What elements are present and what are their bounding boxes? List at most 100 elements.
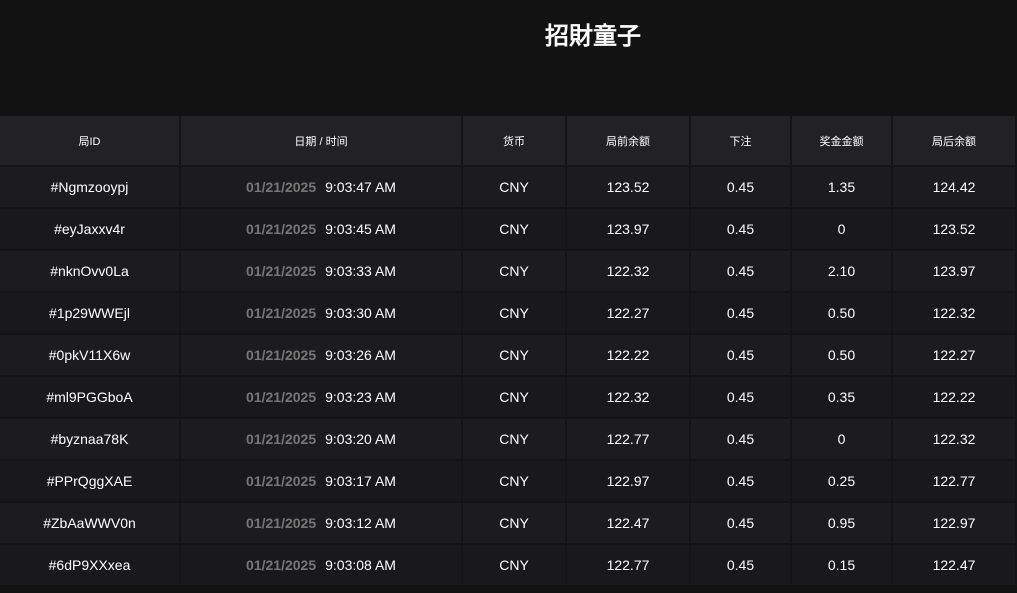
balance-after: 122.27 — [932, 347, 976, 363]
round-id: #Ngmzooypj — [50, 179, 129, 195]
round-id-cell: #0pkV11X6w — [0, 335, 179, 375]
round-id: #eyJaxxv4r — [54, 221, 125, 237]
win-cell: 1.35 — [792, 167, 891, 207]
currency-cell: CNY — [463, 167, 565, 207]
time: 9:03:30 AM — [325, 305, 396, 321]
balance-before-cell: 122.97 — [567, 461, 689, 501]
date: 01/21/2025 — [246, 557, 317, 573]
datetime-cell: 01/21/2025 9:03:08 AM — [181, 545, 461, 585]
balance-after: 123.97 — [932, 263, 976, 279]
win-cell: 0 — [792, 209, 891, 249]
page-title: 招財童子 — [545, 23, 641, 50]
balance-before: 123.97 — [606, 221, 650, 237]
datetime-cell: 01/21/2025 9:03:45 AM — [181, 209, 461, 249]
win-amount: 2.10 — [827, 263, 856, 279]
win-cell: 0.15 — [792, 545, 891, 585]
round-id-cell: #PPrQggXAE — [0, 461, 179, 501]
bet-cell: 0.45 — [691, 293, 790, 333]
date: 01/21/2025 — [246, 179, 317, 195]
balance-before-cell: 122.47 — [567, 503, 689, 543]
balance-before-cell: 122.77 — [567, 419, 689, 459]
balance-after: 122.32 — [932, 431, 976, 447]
bet-cell: 0.45 — [691, 167, 790, 207]
round-id-cell: #byznaa78K — [0, 419, 179, 459]
date: 01/21/2025 — [246, 221, 317, 237]
date: 01/21/2025 — [246, 347, 317, 363]
bet-cell: 0.45 — [691, 545, 790, 585]
balance-after-cell: 122.47 — [893, 545, 1015, 585]
currency-cell: CNY — [463, 293, 565, 333]
balance-before-cell: 122.32 — [567, 377, 689, 417]
currency: CNY — [499, 179, 529, 195]
round-id-cell: #1p29WWEjl — [0, 293, 179, 333]
time: 9:03:47 AM — [325, 179, 396, 195]
balance-after: 122.77 — [932, 473, 976, 489]
balance-before-cell: 122.32 — [567, 251, 689, 291]
round-id: #0pkV11X6w — [48, 347, 131, 363]
date: 01/21/2025 — [246, 515, 317, 531]
balance-after-cell: 122.27 — [893, 335, 1015, 375]
round-history-table: 局ID 日期 / 时间 货币 局前余额 下注 奖金金额 局后余额 #Ngmzoo… — [0, 116, 1017, 585]
currency-cell: CNY — [463, 377, 565, 417]
balance-after-cell: 122.22 — [893, 377, 1015, 417]
date: 01/21/2025 — [246, 389, 317, 405]
bet-cell: 0.45 — [691, 377, 790, 417]
currency: CNY — [499, 431, 529, 447]
datetime-cell: 01/21/2025 9:03:23 AM — [181, 377, 461, 417]
date: 01/21/2025 — [246, 263, 317, 279]
currency: CNY — [499, 221, 529, 237]
currency-cell: CNY — [463, 251, 565, 291]
currency: CNY — [499, 263, 529, 279]
currency-cell: CNY — [463, 335, 565, 375]
win-cell: 0.50 — [792, 335, 891, 375]
round-id-cell: #6dP9XXxea — [0, 545, 179, 585]
bet: 0.45 — [726, 221, 755, 237]
currency-cell: CNY — [463, 419, 565, 459]
win-cell: 2.10 — [792, 251, 891, 291]
currency-cell: CNY — [463, 545, 565, 585]
time: 9:03:20 AM — [325, 431, 396, 447]
balance-after: 122.97 — [932, 515, 976, 531]
win-amount: 0.25 — [827, 473, 856, 489]
win-amount: 0.50 — [827, 347, 856, 363]
win-cell: 0.25 — [792, 461, 891, 501]
bet: 0.45 — [726, 305, 755, 321]
time: 9:03:17 AM — [325, 473, 396, 489]
balance-before: 122.77 — [606, 557, 650, 573]
win-cell: 0.95 — [792, 503, 891, 543]
balance-after-cell: 122.32 — [893, 419, 1015, 459]
bet-cell: 0.45 — [691, 251, 790, 291]
balance-after: 123.52 — [932, 221, 976, 237]
bet: 0.45 — [726, 557, 755, 573]
balance-after: 122.32 — [932, 305, 976, 321]
round-id: #1p29WWEjl — [49, 305, 130, 321]
balance-after: 122.22 — [932, 389, 976, 405]
bet: 0.45 — [726, 515, 755, 531]
win-amount: 0.35 — [827, 389, 856, 405]
bet-cell: 0.45 — [691, 461, 790, 501]
round-id: #6dP9XXxea — [48, 557, 131, 573]
bet-cell: 0.45 — [691, 209, 790, 249]
balance-after-cell: 123.97 — [893, 251, 1015, 291]
win-amount: 0 — [837, 221, 846, 237]
balance-before-cell: 123.52 — [567, 167, 689, 207]
currency: CNY — [499, 389, 529, 405]
header-round-id: 局ID — [0, 116, 179, 165]
win-amount: 0.50 — [827, 305, 856, 321]
balance-before: 122.22 — [606, 347, 650, 363]
balance-before-cell: 122.77 — [567, 545, 689, 585]
balance-after: 122.47 — [932, 557, 976, 573]
round-id: #nknOvv0La — [50, 263, 129, 279]
time: 9:03:08 AM — [325, 557, 396, 573]
time: 9:03:45 AM — [325, 221, 396, 237]
datetime-cell: 01/21/2025 9:03:12 AM — [181, 503, 461, 543]
time: 9:03:23 AM — [325, 389, 396, 405]
balance-before-cell: 123.97 — [567, 209, 689, 249]
header-balance-before: 局前余额 — [567, 116, 689, 165]
balance-before: 122.77 — [606, 431, 650, 447]
balance-after-cell: 123.52 — [893, 209, 1015, 249]
currency: CNY — [499, 305, 529, 321]
bet: 0.45 — [726, 473, 755, 489]
date: 01/21/2025 — [246, 305, 317, 321]
round-id: #PPrQggXAE — [46, 473, 133, 489]
